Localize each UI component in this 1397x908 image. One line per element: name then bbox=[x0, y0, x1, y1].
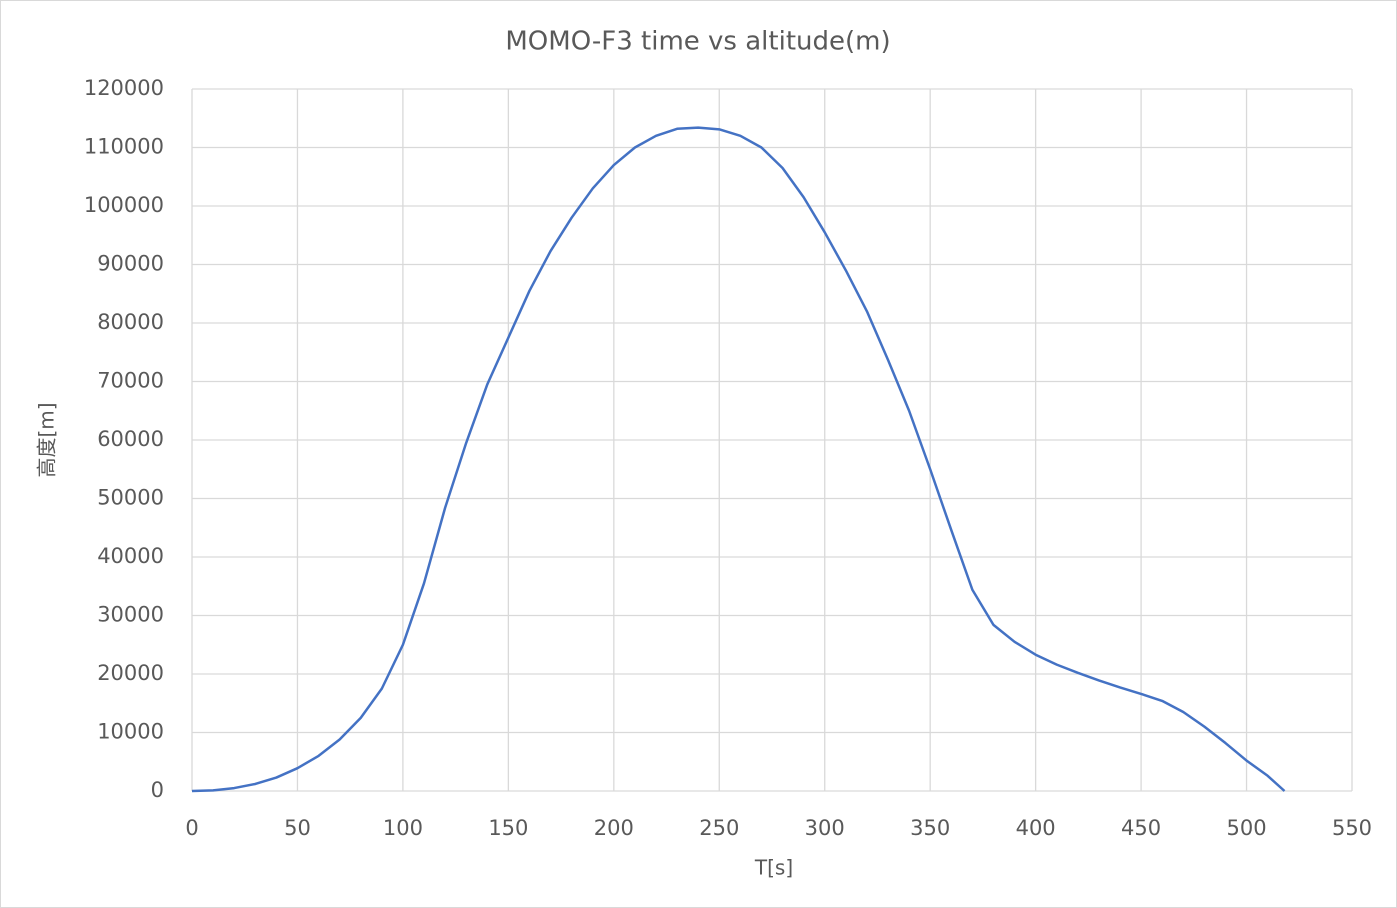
x-tick-label: 0 bbox=[185, 816, 198, 840]
y-tick-label: 60000 bbox=[97, 427, 164, 451]
x-tick-label: 400 bbox=[1016, 816, 1056, 840]
x-tick-label: 150 bbox=[488, 816, 528, 840]
x-tick-label: 200 bbox=[594, 816, 634, 840]
chart-title: MOMO-F3 time vs altitude(m) bbox=[505, 27, 890, 57]
x-tick-label: 450 bbox=[1121, 816, 1161, 840]
data-line bbox=[191, 126, 1286, 793]
y-tick-label: 40000 bbox=[97, 544, 164, 568]
y-tick-label: 100000 bbox=[84, 193, 164, 217]
x-axis-label: T[s] bbox=[754, 856, 793, 880]
y-axis-label: 高度[m] bbox=[35, 402, 59, 477]
x-tick-label: 50 bbox=[284, 816, 311, 840]
y-tick-label: 20000 bbox=[97, 661, 164, 685]
y-tick-label: 50000 bbox=[97, 486, 164, 510]
y-tick-label: 110000 bbox=[84, 135, 164, 159]
x-tick-label: 300 bbox=[805, 816, 845, 840]
y-tick-label: 10000 bbox=[97, 720, 164, 744]
x-tick-label: 550 bbox=[1332, 816, 1372, 840]
y-tick-label: 0 bbox=[151, 778, 164, 802]
x-tick-label: 100 bbox=[383, 816, 423, 840]
x-tick-label: 500 bbox=[1226, 816, 1266, 840]
y-tick-label: 80000 bbox=[97, 310, 164, 334]
y-tick-label: 120000 bbox=[84, 76, 164, 100]
x-tick-label: 250 bbox=[699, 816, 739, 840]
y-tick-label: 30000 bbox=[97, 603, 164, 627]
y-tick-label: 90000 bbox=[97, 252, 164, 276]
x-tick-label: 350 bbox=[910, 816, 950, 840]
y-tick-label: 70000 bbox=[97, 369, 164, 393]
